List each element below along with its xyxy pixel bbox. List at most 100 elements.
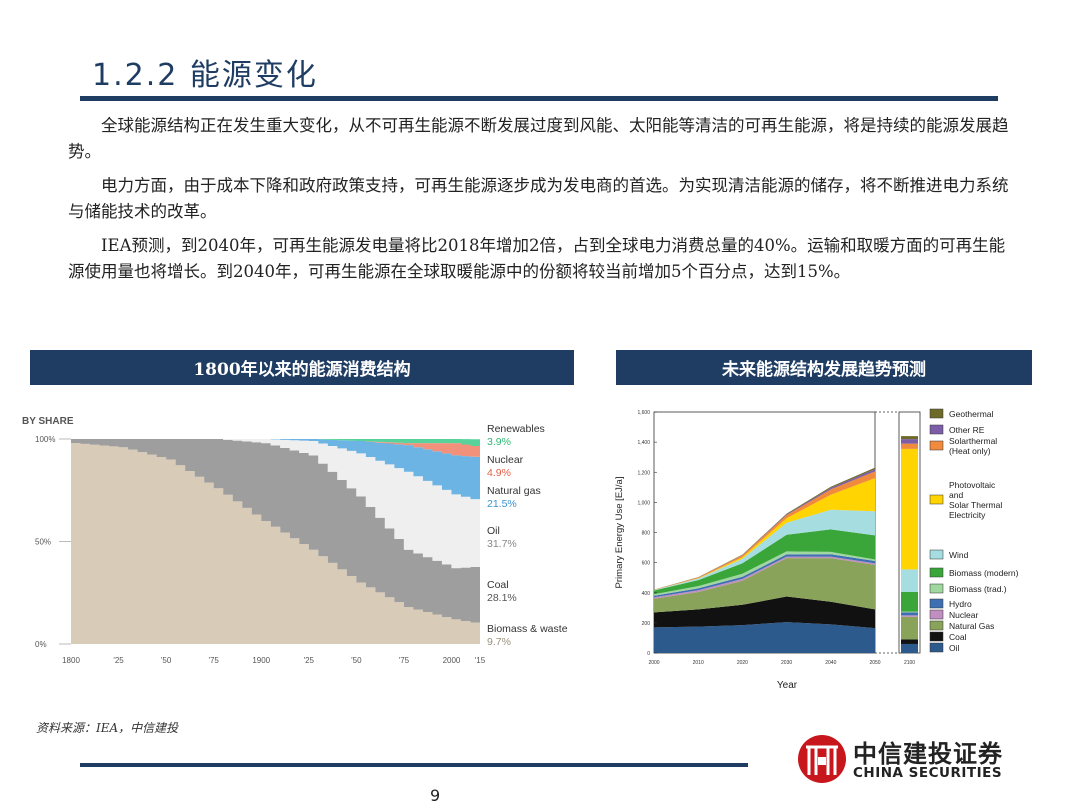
energy-forecast-chart: 0 200 400 600 800 1,000 1,200 1,400 1,600 Primary…	[614, 408, 1019, 691]
area-biomass-trad	[654, 551, 875, 596]
area-oil	[654, 622, 875, 653]
area-solarthermal-heat-only	[654, 471, 875, 591]
paragraph-2: 电力方面，由于成本下降和政府政策支持，可再生能源逐步成为发电商的首选。为实现清洁…	[68, 176, 1009, 221]
legend-label-natural-gas: Natural gas	[487, 485, 541, 497]
y-tick-label: 1,600	[637, 410, 650, 416]
left-chart-banner: 1800年以来的能源消费结构	[30, 350, 574, 385]
area-natural-gas	[71, 439, 480, 502]
legend-label-natural-gas: Natural Gas	[949, 621, 994, 631]
x-tick-label: 1800	[62, 656, 80, 665]
area-oil	[71, 439, 480, 569]
y-tick-label: 50%	[35, 538, 51, 547]
x-tick-label: '50	[161, 656, 172, 665]
x-tick-label: 2010	[693, 660, 704, 666]
chart-title: BY SHARE	[22, 416, 74, 427]
data-label-nuclear: 4.9%	[487, 467, 511, 479]
y-axis-label: Primary Energy Use [EJ/a]	[614, 477, 625, 589]
bar-2100-nuclear	[901, 615, 918, 617]
x-tick-label: 2030	[781, 660, 792, 666]
footer-divider	[80, 763, 748, 767]
y-tick-label: 1,200	[637, 470, 650, 476]
legend-swatch-natural-gas	[929, 620, 944, 631]
legend-label-photovoltaic-and-solar-thermal-electricity: Electricity	[949, 510, 986, 520]
area-wind	[654, 509, 875, 591]
legend-swatch-solarthermal-heat-only	[929, 440, 944, 451]
bar-2100-biomass-trad	[901, 611, 918, 613]
legend-label-biomass-waste: Biomass & waste	[487, 623, 568, 635]
legend-label-biomass-trad: Biomass (trad.)	[949, 584, 1007, 594]
legend-label-coal: Coal	[487, 579, 509, 591]
bar-2100-photovoltaic-and-solar-thermal-electricity	[901, 448, 918, 570]
legend-label-hydro: Hydro	[949, 599, 972, 609]
bar-2100-coal	[901, 639, 918, 644]
legend-swatch-wind	[929, 549, 944, 560]
x-tick-label: '50	[351, 656, 362, 665]
legend-label-photovoltaic-and-solar-thermal-electricity: Solar Thermal	[949, 500, 1002, 510]
y-tick-label: 800	[642, 531, 651, 537]
x-tick-label: '25	[304, 656, 315, 665]
area-coal	[654, 596, 875, 629]
paragraph-1: 全球能源结构正在发生重大变化，从不可再生能源不断发展过度到风能、太阳能等清洁的可…	[68, 116, 1009, 161]
legend-label-renewables: Renewables	[487, 423, 545, 435]
area-hydro	[654, 554, 875, 598]
legend-swatch-biomass-trad	[929, 583, 944, 594]
data-label-natural-gas: 21.5%	[487, 498, 517, 510]
area-biomass-modern	[654, 529, 875, 595]
right-chart-banner: 未来能源结构发展趋势预测	[616, 350, 1032, 385]
x-tick-label: 2020	[737, 660, 748, 666]
page-number: 9	[430, 786, 441, 805]
y-tick-label: 1,000	[637, 500, 650, 506]
legend-label-wind: Wind	[949, 550, 969, 560]
y-tick-label: 1,400	[637, 440, 650, 446]
logo-text-en: CHINA SECURITIES	[853, 765, 1003, 781]
legend-swatch-coal	[929, 631, 944, 642]
legend-label-coal: Coal	[949, 632, 967, 642]
legend-label-solarthermal-heat-only: Solarthermal	[949, 436, 997, 446]
title-divider	[80, 96, 998, 101]
logo-text-cn: 中信建投证券	[853, 740, 1003, 768]
bar-2100-solarthermal-heat-only	[901, 443, 918, 449]
y-tick-label: 600	[642, 561, 651, 567]
legend-label-nuclear: Nuclear	[949, 610, 978, 620]
x-tick-label: 2000	[443, 656, 461, 665]
x-tick-label: '25	[113, 656, 124, 665]
x-tick-label: '75	[208, 656, 219, 665]
legend-swatch-geothermal	[929, 408, 944, 419]
legend-swatch-biomass-modern	[929, 567, 944, 578]
data-label-renewables: 3.9%	[487, 436, 511, 448]
data-label-biomass-waste: 9.7%	[487, 636, 511, 648]
bar-2100-wind	[901, 569, 918, 592]
x-tick-label: 2000	[648, 660, 659, 666]
legend-label-oil: Oil	[949, 643, 960, 653]
area-biomass-waste	[71, 443, 480, 644]
paragraph-3: IEA预测，到2040年，可再生能源发电量将比2018年增加2倍，占到全球电力消…	[68, 236, 1006, 281]
page-title: 1.2.2 能源变化	[92, 58, 318, 93]
x-axis-label: Year	[777, 680, 798, 691]
legend-label-solarthermal-heat-only: (Heat only)	[949, 446, 991, 456]
legend-label-photovoltaic-and-solar-thermal-electricity: and	[949, 490, 963, 500]
x-tick-label: 1900	[252, 656, 270, 665]
legend-label-nuclear: Nuclear	[487, 454, 524, 466]
y-tick-label: 100%	[35, 435, 55, 444]
y-tick-label: 200	[642, 621, 651, 627]
legend-label-geothermal: Geothermal	[949, 409, 994, 419]
y-tick-label: 0%	[35, 640, 47, 649]
legend-swatch-oil	[929, 642, 944, 653]
source-note: 资料来源：IEA，中信建投	[36, 721, 179, 735]
legend-swatch-hydro	[929, 598, 944, 609]
china-securities-logo	[798, 735, 846, 783]
legend-label-photovoltaic-and-solar-thermal-electricity: Photovoltaic	[949, 480, 996, 490]
x-tick-label: '15	[475, 656, 486, 665]
area-nuclear	[654, 556, 875, 599]
legend-swatch-other-re	[929, 424, 944, 435]
legend-label-biomass-modern: Biomass (modern)	[949, 568, 1019, 578]
legend-swatch-nuclear	[929, 609, 944, 620]
bar-2100-biomass-modern	[901, 591, 918, 612]
area-renewables	[71, 439, 480, 448]
legend-label-oil: Oil	[487, 525, 500, 537]
area-natural-gas	[654, 558, 875, 613]
area-photovoltaic-and-solar-thermal-electricity	[654, 478, 875, 591]
area-coal	[71, 439, 480, 625]
bar-2100-hydro	[901, 612, 918, 616]
x-tick-label: 2100	[904, 660, 915, 666]
